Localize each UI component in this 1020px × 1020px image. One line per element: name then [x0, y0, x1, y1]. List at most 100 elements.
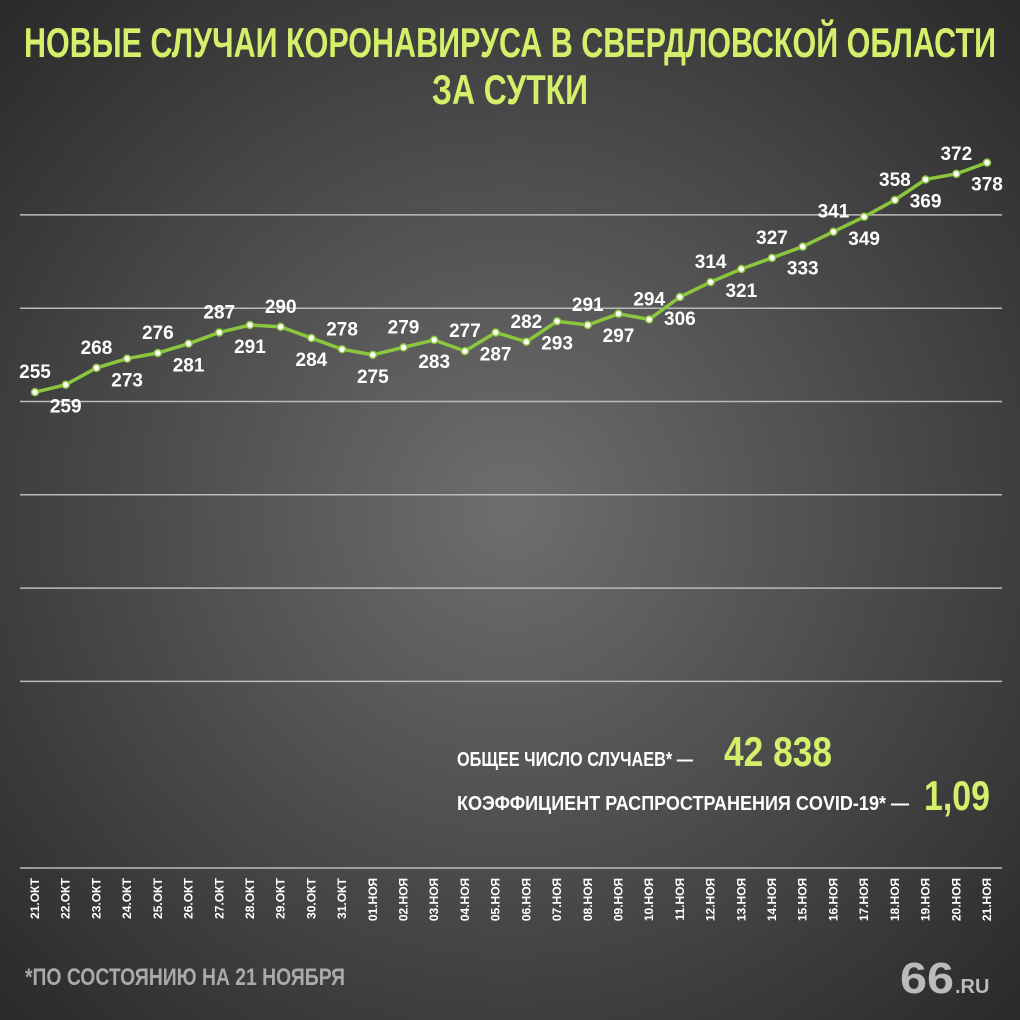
x-tick-label: 22.ОКТ: [59, 877, 73, 919]
x-tick-label: 23.ОКТ: [89, 877, 103, 919]
point: [737, 264, 746, 274]
point: [552, 317, 562, 326]
point: [767, 253, 777, 263]
x-tick-label: 01.НОЯ: [366, 878, 380, 921]
data-label: 291: [234, 337, 266, 358]
point: [337, 345, 347, 354]
point: [982, 158, 992, 167]
x-tick-label: 08.НОЯ: [581, 878, 595, 921]
data-label: 349: [848, 229, 880, 250]
data-label: 259: [50, 397, 82, 418]
data-label: 287: [480, 344, 512, 365]
x-tick-label: 14.НОЯ: [765, 878, 779, 921]
point: [61, 380, 70, 389]
point: [399, 343, 408, 352]
point: [583, 320, 593, 330]
x-tick-label: 19.НОЯ: [919, 878, 933, 921]
logo: 66: [900, 954, 954, 1003]
point: [859, 212, 869, 222]
point: [30, 387, 40, 397]
chart-title: НОВЫЕ СЛУЧАИ КОРОНАВИРУСА В СВЕРДЛОВСКОЙ…: [24, 18, 996, 66]
data-label: 282: [511, 312, 543, 333]
x-tick-label: 18.НОЯ: [888, 878, 902, 921]
x-tick-label: 27.ОКТ: [212, 877, 226, 919]
x-tick-label: 12.НОЯ: [704, 878, 718, 921]
data-label: 294: [633, 289, 665, 310]
data-label: 290: [265, 297, 297, 318]
annotation-value: 42 838: [724, 728, 832, 775]
logo: .RU: [955, 976, 989, 998]
data-label: 314: [695, 252, 727, 273]
footnote: *ПО СОСТОЯНИЮ НА 21 НОЯБРЯ: [25, 964, 345, 991]
annotation-label: КОЭФФИЦИЕНТ РАСПРОСТРАНЕНИЯ COVID-19* —: [457, 793, 909, 815]
data-label: 341: [818, 202, 850, 223]
point: [829, 227, 838, 236]
data-label: 268: [81, 338, 113, 359]
data-label: 291: [572, 295, 604, 316]
x-tick-label: 24.ОКТ: [120, 877, 134, 919]
data-label: 273: [111, 371, 143, 392]
data-label: 369: [910, 191, 942, 212]
x-tick-label: 16.НОЯ: [826, 878, 840, 921]
data-label: 281: [173, 356, 205, 377]
x-tick-label: 02.НОЯ: [397, 878, 411, 921]
x-tick-label: 28.ОКТ: [243, 877, 257, 919]
data-label: 297: [603, 326, 635, 347]
annotation-label: ОБЩЕЕ ЧИСЛО СЛУЧАЕВ* —: [457, 749, 693, 771]
point: [92, 363, 101, 373]
point: [276, 322, 285, 332]
data-label: 276: [142, 323, 174, 344]
point: [952, 169, 961, 179]
data-label: 287: [203, 302, 235, 323]
point: [706, 277, 715, 287]
x-tick-label: 13.НОЯ: [734, 878, 748, 921]
point: [368, 350, 378, 360]
x-tick-label: 21.НОЯ: [980, 878, 994, 921]
x-tick-label: 17.НОЯ: [857, 878, 871, 921]
x-tick-label: 29.ОКТ: [274, 877, 288, 919]
x-tick-label: 15.НОЯ: [796, 878, 810, 921]
data-label: 284: [296, 350, 328, 371]
data-label: 378: [971, 175, 1003, 196]
x-tick-label: 06.НОЯ: [519, 878, 533, 921]
data-label: 279: [388, 317, 420, 338]
point: [460, 346, 470, 356]
data-label: 321: [725, 281, 757, 302]
data-label: 283: [418, 352, 450, 373]
data-label: 333: [787, 259, 819, 280]
point: [184, 339, 193, 348]
data-label: 275: [357, 367, 389, 388]
x-tick-label: 21.ОКТ: [28, 877, 42, 919]
x-tick-label: 31.ОКТ: [335, 877, 349, 919]
point: [122, 354, 132, 363]
data-label: 278: [326, 319, 358, 340]
data-label: 372: [940, 144, 972, 165]
x-tick-label: 11.НОЯ: [673, 878, 687, 921]
data-label: 255: [19, 362, 51, 383]
x-tick-label: 26.ОКТ: [182, 877, 196, 919]
x-tick-label: 05.НОЯ: [489, 878, 503, 921]
x-tick-label: 20.НОЯ: [949, 878, 963, 921]
x-tick-label: 07.НОЯ: [550, 878, 564, 921]
point: [491, 328, 500, 337]
x-tick-label: 10.НОЯ: [642, 878, 656, 921]
x-tick-label: 25.ОКТ: [151, 877, 165, 919]
data-label: 327: [756, 228, 788, 249]
data-label: 277: [449, 321, 481, 342]
point: [798, 242, 807, 251]
data-label: 358: [879, 170, 911, 191]
point: [644, 315, 654, 324]
point: [921, 175, 930, 184]
point: [429, 335, 439, 345]
point: [153, 348, 163, 358]
x-tick-label: 30.ОКТ: [304, 877, 318, 919]
line: [34, 161, 988, 394]
x-tick-label: 03.НОЯ: [427, 878, 441, 921]
point: [307, 333, 316, 343]
x-tick-label: 09.НОЯ: [611, 878, 625, 921]
x-tick-label: 04.НОЯ: [458, 878, 472, 921]
data-label: 293: [541, 333, 573, 354]
point: [614, 309, 623, 319]
